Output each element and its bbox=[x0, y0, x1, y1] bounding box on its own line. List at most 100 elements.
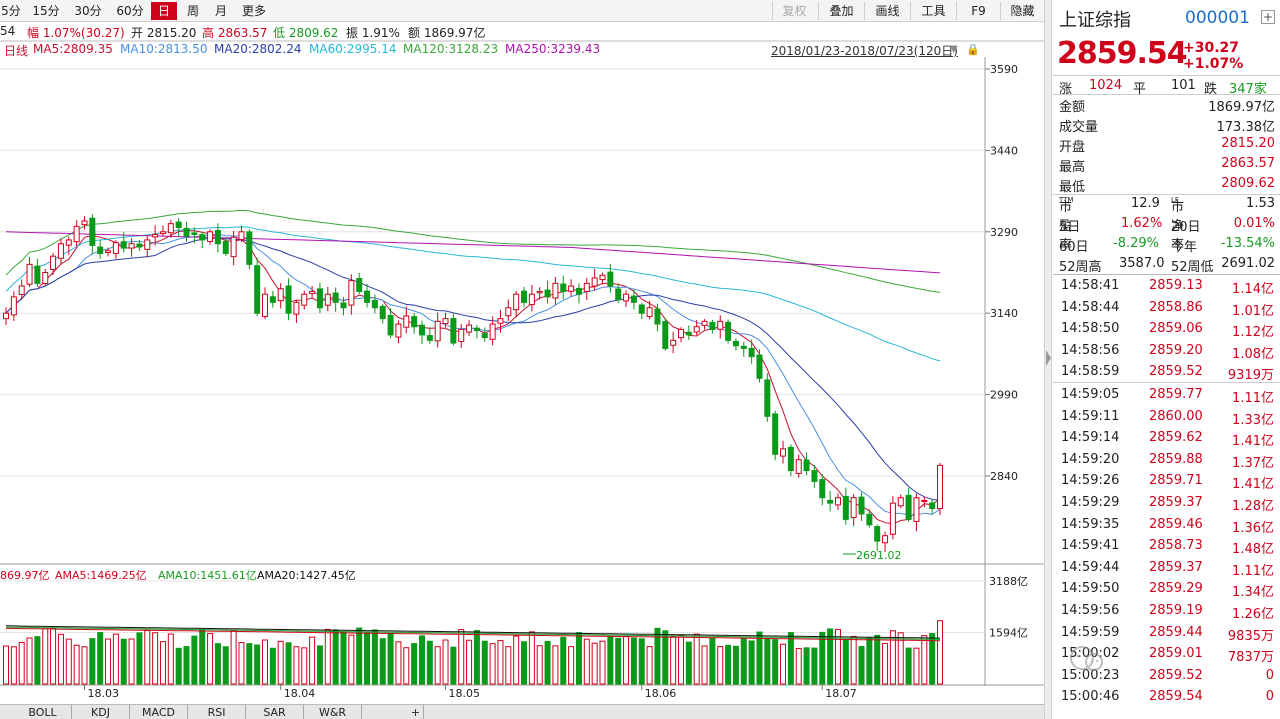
tick-separator bbox=[1053, 382, 1280, 384]
volume-bar bbox=[57, 633, 64, 685]
tick-row: 14:58:59 2859.52 9319万 bbox=[1053, 361, 1280, 383]
stat-high: 最高 2863.57 bbox=[1059, 156, 1275, 175]
volume-bar bbox=[528, 631, 535, 685]
volume-bar bbox=[316, 645, 323, 685]
volume-bar bbox=[379, 638, 386, 685]
candle-body bbox=[842, 495, 849, 520]
add-watchlist-icon[interactable]: + bbox=[1261, 10, 1275, 24]
lock-icon[interactable]: 🔒 bbox=[966, 43, 980, 56]
tick-price: 2859.71 bbox=[1149, 473, 1203, 489]
overlay-button[interactable]: 叠加 bbox=[818, 2, 864, 20]
period-month-button[interactable]: 月 bbox=[214, 4, 227, 18]
tick-price: 2859.77 bbox=[1149, 387, 1203, 402]
volume-bar bbox=[623, 636, 630, 685]
pe-label: 市盈率 TTM bbox=[1059, 196, 1074, 253]
ytd-value: -13.54% bbox=[1220, 236, 1275, 251]
period-week-button[interactable]: 周 bbox=[186, 4, 199, 18]
candle-body bbox=[693, 326, 700, 333]
tab-wr[interactable]: W&R bbox=[304, 705, 362, 719]
period-30min-button[interactable]: 30分 bbox=[74, 4, 102, 18]
watermark-logo bbox=[1070, 646, 1103, 671]
candle-body bbox=[489, 323, 496, 340]
tick-volume: 1.11亿 bbox=[1232, 563, 1274, 579]
panel-divider[interactable] bbox=[1044, 0, 1052, 719]
volume-bar bbox=[364, 632, 371, 685]
candle-body bbox=[497, 318, 504, 324]
tick-time: 14:59:56 bbox=[1061, 603, 1120, 618]
last-price: 2859.54 bbox=[1057, 36, 1188, 71]
volume-bar bbox=[568, 646, 575, 685]
d5-value: 1.62% bbox=[1121, 216, 1163, 231]
volume-bar bbox=[748, 640, 755, 685]
volume-bar bbox=[136, 632, 143, 685]
period-15min-button[interactable]: 15分 bbox=[32, 4, 60, 18]
tick-row: 14:58:44 2858.86 1.01亿 bbox=[1053, 297, 1280, 319]
tick-row: 14:59:50 2859.29 1.34亿 bbox=[1053, 578, 1280, 600]
tick-price: 2859.44 bbox=[1149, 624, 1203, 640]
quote-info-line: 54 幅 1.07%(30.27) 开 2815.20 高 2863.57 低 … bbox=[0, 23, 1044, 41]
tick-price: 2859.20 bbox=[1149, 342, 1203, 358]
candle-body bbox=[929, 502, 936, 510]
candle-body bbox=[65, 239, 72, 246]
candle-body bbox=[599, 274, 606, 281]
tick-list[interactable]: 14:58:41 2859.13 1.14亿 14:58:44 2858.86 1.01亿… bbox=[1053, 274, 1280, 704]
candle-body bbox=[324, 293, 331, 306]
draw-line-button[interactable]: 画线 bbox=[864, 2, 910, 20]
volume-bar bbox=[128, 638, 135, 685]
tools-button[interactable]: 工具 bbox=[910, 2, 956, 20]
period-5min-button[interactable]: 5分 bbox=[1, 4, 21, 18]
tick-volume: 1.01亿 bbox=[1232, 303, 1274, 319]
pe-value: 12.9 bbox=[1131, 196, 1160, 211]
kline-chart[interactable]: 3590 3440 3290 3140 2990 2840 3188亿 1594亿 18.03 1… bbox=[0, 40, 1044, 706]
hide-button[interactable]: 隐藏 bbox=[1000, 2, 1044, 20]
tick-volume: 1.37亿 bbox=[1232, 455, 1274, 471]
tab-kdj[interactable]: KDJ bbox=[72, 705, 130, 719]
candle-body bbox=[913, 497, 920, 522]
candle-body bbox=[740, 345, 747, 349]
candle-body bbox=[285, 285, 292, 314]
add-tab-button[interactable]: + bbox=[408, 705, 424, 719]
d20-label: 20日 bbox=[1171, 220, 1201, 235]
volume-bar bbox=[552, 645, 559, 685]
period-day-button[interactable]: 日 bbox=[151, 2, 177, 20]
tick-row: 14:58:41 2859.13 1.14亿 bbox=[1053, 275, 1280, 297]
d60-label: 60日 bbox=[1059, 240, 1089, 255]
volume-bar bbox=[411, 643, 418, 685]
candle-body bbox=[732, 340, 739, 347]
candle-body bbox=[277, 288, 284, 302]
more-periods-button[interactable]: 更多 bbox=[241, 4, 266, 18]
f9-button[interactable]: F9 bbox=[956, 2, 1000, 20]
collapse-arrow-icon[interactable] bbox=[1046, 350, 1051, 366]
candle-body bbox=[638, 304, 645, 314]
tick-row: 15:00:02 2859.01 7837万 bbox=[1053, 643, 1280, 665]
period-60min-button[interactable]: 60分 bbox=[116, 4, 144, 18]
tick-volume: 9319万 bbox=[1227, 368, 1274, 384]
tab-macd[interactable]: MACD bbox=[130, 705, 188, 719]
tick-volume: 1.11亿 bbox=[1232, 391, 1274, 406]
tab-sar[interactable]: SAR bbox=[246, 705, 304, 719]
dropdown-icon[interactable]: ▼ bbox=[950, 44, 958, 55]
candle-body bbox=[356, 277, 363, 292]
price-axis-label: 2990 bbox=[990, 389, 1018, 402]
volume-axis-label: 3188亿 bbox=[989, 575, 1028, 588]
tick-time: 14:59:59 bbox=[1061, 624, 1120, 640]
stat-low: 最低 2809.62 bbox=[1059, 176, 1275, 195]
candle-body bbox=[607, 271, 614, 287]
tab-boll[interactable]: BOLL bbox=[14, 705, 72, 719]
volume-bar bbox=[434, 646, 441, 685]
volume-bar bbox=[120, 638, 127, 685]
volume-bar bbox=[262, 639, 269, 685]
candle-body bbox=[536, 290, 543, 294]
candle-body bbox=[670, 339, 677, 346]
volume-bar bbox=[371, 629, 378, 685]
tab-rsi[interactable]: RSI bbox=[188, 705, 246, 719]
adjust-button[interactable]: 复权 bbox=[772, 2, 816, 20]
date-axis-label: 18.07 bbox=[825, 687, 857, 700]
tick-row: 14:59:05 2859.77 1.11亿 bbox=[1053, 384, 1280, 406]
volume-bar bbox=[26, 637, 33, 685]
volume-bar bbox=[937, 620, 943, 685]
candle-body bbox=[128, 243, 135, 249]
tick-volume: 1.33亿 bbox=[1232, 412, 1274, 428]
volume-bar bbox=[199, 629, 206, 685]
date-range-label[interactable]: 2018/01/23-2018/07/23(120日) bbox=[771, 44, 958, 58]
